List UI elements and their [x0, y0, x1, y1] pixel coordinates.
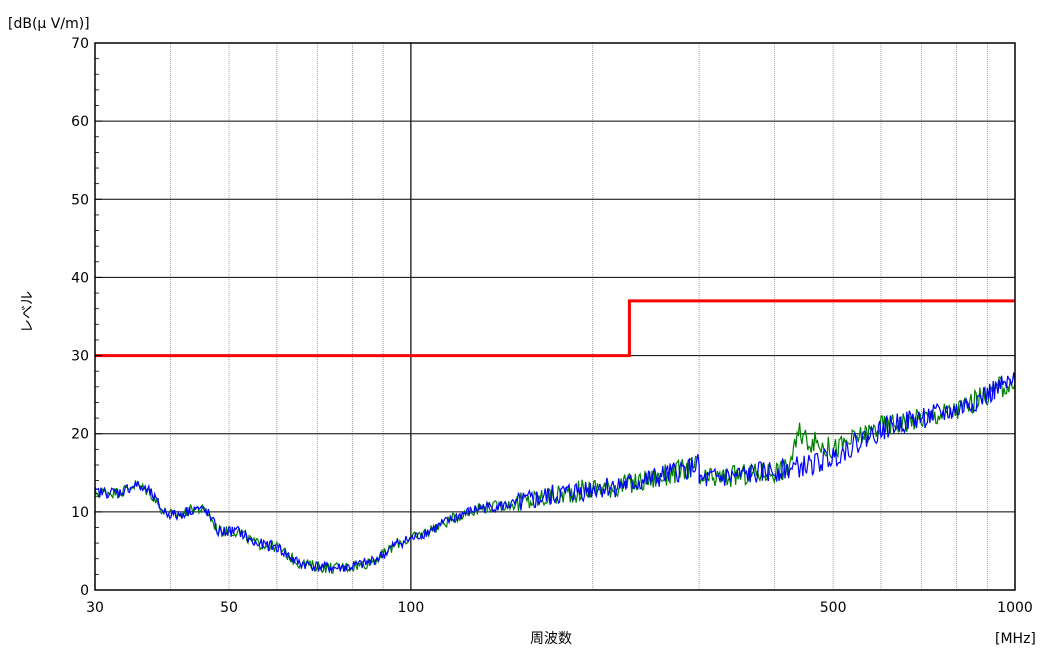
- y-tick-label: 10: [71, 505, 89, 521]
- x-tick-label: 100: [398, 600, 425, 616]
- x-tick-label: 30: [86, 600, 104, 616]
- series-layer: [94, 299, 1016, 574]
- x-axis-ticks: 30 50 100 500 1000: [86, 600, 1033, 616]
- y-axis-title: レベル: [20, 291, 36, 333]
- y-tick-label: 40: [71, 270, 89, 286]
- y-tick-label: 50: [71, 192, 89, 208]
- series-line-measured-blue: [94, 372, 1016, 574]
- y-tick-label: 60: [71, 114, 89, 130]
- plot-frame: [94, 42, 1016, 591]
- y-tick-label: 20: [71, 427, 89, 443]
- x-tick-label: 500: [820, 600, 847, 616]
- x-tick-label: 1000: [997, 600, 1033, 616]
- x-unit-label: [MHz]: [995, 631, 1036, 647]
- y-tick-label: 70: [71, 36, 89, 52]
- y-unit-label: [dB(μ V/m)]: [8, 16, 90, 32]
- y-tick-label: 0: [80, 583, 89, 599]
- x-tick-label: 50: [220, 600, 238, 616]
- y-tick-label: 30: [71, 349, 89, 365]
- x-axis-title: 周波数: [530, 631, 572, 647]
- y-axis-ticks: 0 10 20 30 40 50 60 70: [71, 36, 102, 599]
- series-line-limit: [95, 299, 1015, 358]
